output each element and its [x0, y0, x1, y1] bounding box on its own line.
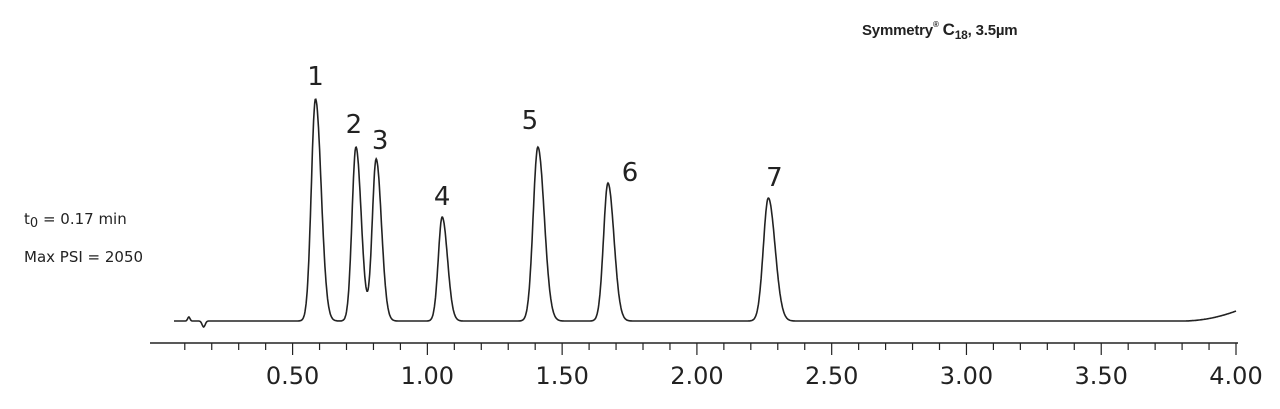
x-tick-label: 4.00 [1209, 362, 1262, 390]
dead-time-annotation: t0 = 0.17 min [24, 210, 127, 231]
peak-label-7: 7 [766, 163, 783, 193]
x-tick-label: 2.50 [805, 362, 858, 390]
peak-label-6: 6 [622, 158, 639, 188]
signal-trace [174, 98, 1237, 328]
x-tick-label: 3.00 [940, 362, 993, 390]
peak-label-3: 3 [372, 126, 389, 156]
peak-label-4: 4 [434, 182, 451, 212]
peak-label-2: 2 [346, 110, 363, 140]
x-tick-label: 1.00 [401, 362, 454, 390]
x-tick-label: 1.50 [535, 362, 588, 390]
x-tick-label: 0.50 [266, 362, 319, 390]
peak-label-1: 1 [307, 62, 324, 92]
chart-title: Symmetry® C18, 3.5µm [862, 20, 1018, 42]
max-pressure-annotation: Max PSI = 2050 [24, 248, 144, 266]
peak-label-5: 5 [522, 106, 539, 136]
x-tick-label: 3.50 [1075, 362, 1128, 390]
x-tick-label: 2.00 [670, 362, 723, 390]
